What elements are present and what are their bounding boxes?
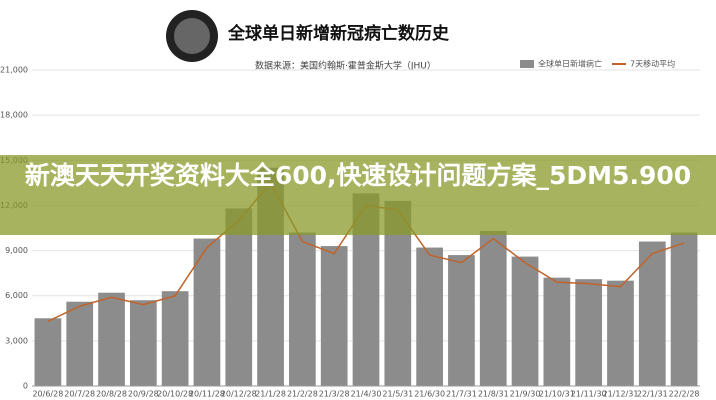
x-tick-label: 21/7/31 bbox=[446, 390, 477, 399]
x-tick-label: 21/3/28 bbox=[319, 390, 350, 399]
bar bbox=[607, 280, 634, 386]
bar bbox=[511, 256, 539, 386]
legend-label: 7天移动平均 bbox=[630, 59, 675, 69]
bar bbox=[98, 292, 125, 386]
bar bbox=[638, 241, 666, 386]
logo-inner bbox=[174, 18, 210, 54]
legend-swatch bbox=[520, 60, 534, 68]
legend-label: 全球单日新增病亡 bbox=[538, 59, 602, 69]
x-tick-label: 21/10/31 bbox=[539, 390, 575, 399]
y-tick-label: 18,000 bbox=[0, 111, 28, 120]
x-tick-label: 20/7/28 bbox=[64, 390, 95, 399]
x-tick-label: 20/6/28 bbox=[32, 390, 63, 399]
banner-text: 新澳天天开奖资料大全600,快速设计问题方案_5DM5.900 bbox=[24, 161, 692, 190]
x-tick-label: 20/9/28 bbox=[128, 390, 159, 399]
x-tick-label: 22/2/28 bbox=[669, 390, 700, 399]
x-tick-label: 20/10/28 bbox=[157, 390, 193, 399]
bar bbox=[479, 231, 507, 386]
bar bbox=[161, 291, 189, 386]
bar bbox=[289, 232, 316, 386]
banner-box: 新澳天天开奖资料大全600,快速设计问题方案_5DM5.900 bbox=[24, 161, 692, 190]
x-tick-label: 21/4/30 bbox=[351, 390, 382, 399]
y-tick-label: 6,000 bbox=[5, 291, 28, 300]
bar bbox=[670, 232, 698, 386]
y-tick-label: 0 bbox=[23, 382, 28, 391]
bar bbox=[34, 318, 62, 386]
y-tick-label: 9,000 bbox=[5, 246, 28, 255]
x-tick-label: 21/11/30 bbox=[571, 390, 607, 399]
x-tick-label: 20/12/28 bbox=[221, 390, 257, 399]
x-tick-label: 21/8/31 bbox=[478, 390, 509, 399]
x-tick-label: 21/6/30 bbox=[414, 390, 445, 399]
x-tick-label: 20/8/28 bbox=[96, 390, 127, 399]
x-tick-label: 21/2/28 bbox=[287, 390, 318, 399]
bar bbox=[129, 300, 157, 386]
bar bbox=[193, 238, 221, 386]
chart-subtitle: 数据来源：美国约翰斯·霍普金斯大学（JHU） bbox=[255, 60, 436, 72]
x-tick-label: 21/12/31 bbox=[603, 390, 639, 399]
x-tick-label: 21/5/31 bbox=[382, 390, 413, 399]
bar bbox=[225, 208, 253, 386]
x-tick-label: 20/11/28 bbox=[189, 390, 225, 399]
y-tick-label: 21,000 bbox=[0, 66, 28, 75]
bar bbox=[543, 277, 571, 386]
x-tick-label: 22/1/31 bbox=[637, 390, 668, 399]
bar bbox=[575, 279, 603, 386]
x-tick-label: 21/9/30 bbox=[510, 390, 541, 399]
banner-band bbox=[0, 155, 716, 235]
bar bbox=[320, 246, 348, 386]
chart-title: 全球单日新增新冠病亡数历史 bbox=[227, 23, 450, 44]
x-tick-label: 21/1/28 bbox=[255, 390, 286, 399]
y-tick-label: 3,000 bbox=[5, 336, 28, 345]
bar bbox=[416, 247, 443, 386]
bar bbox=[66, 301, 94, 386]
bar bbox=[448, 255, 475, 386]
